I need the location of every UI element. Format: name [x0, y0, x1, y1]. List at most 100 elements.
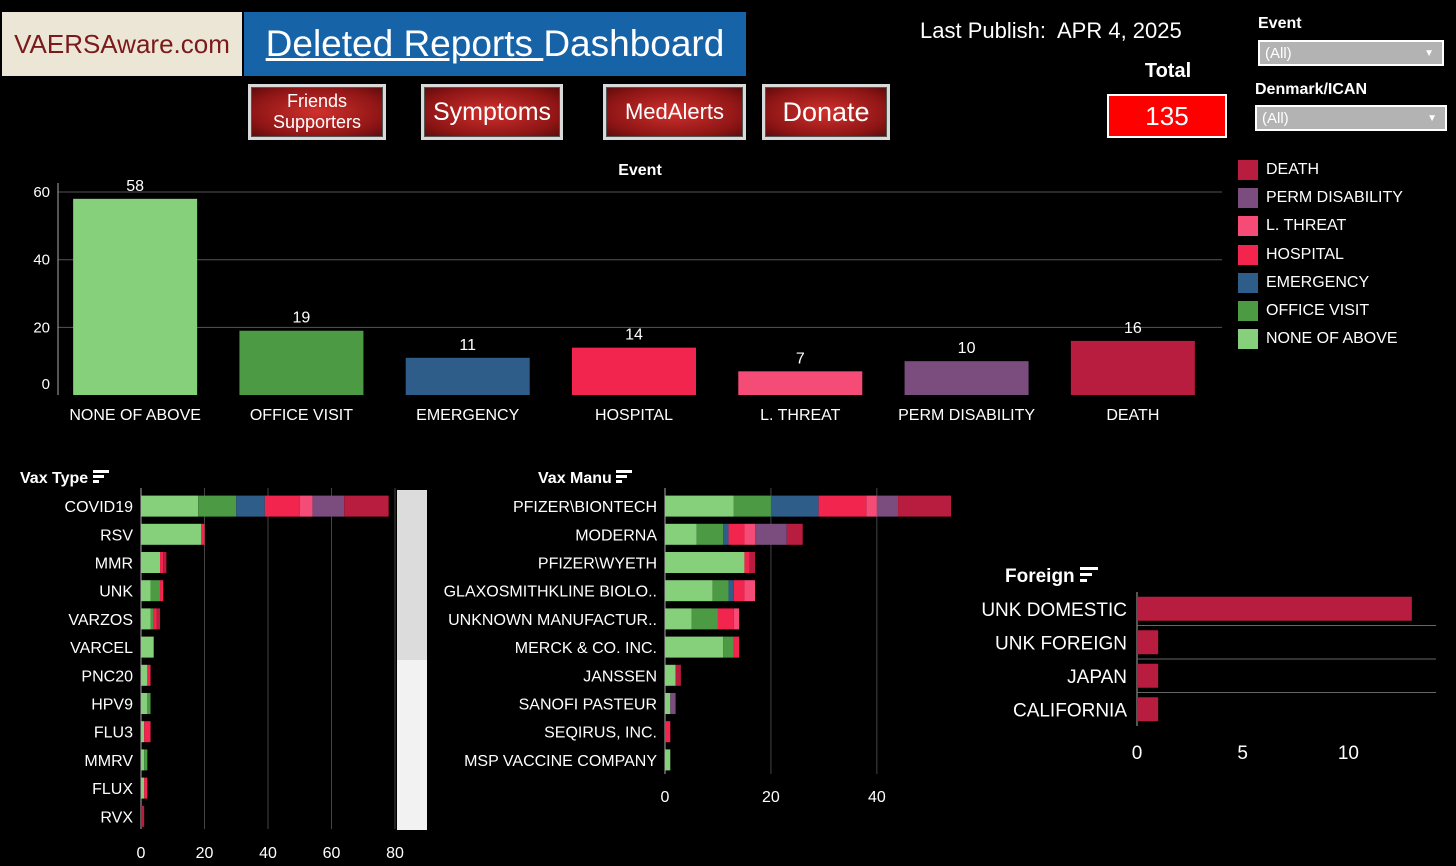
bar-segment-l-threat — [866, 495, 877, 517]
bar-segment-death — [675, 664, 681, 686]
bar-segment-none-of-above — [141, 636, 154, 658]
bar-segment-hospital — [144, 721, 151, 743]
bar-segment-l-threat — [733, 608, 740, 630]
friends-label: Friends — [286, 91, 348, 111]
x-tick-label: 10 — [1338, 743, 1359, 764]
bar-segment-death — [786, 523, 803, 545]
supporters-label: Supporters — [272, 112, 362, 132]
vax-manu-label: Vax Manu — [538, 470, 612, 487]
category-label: VARZOS — [68, 612, 133, 629]
bar-segment-perm-disability — [312, 495, 345, 517]
vax-manu-chart: PFIZER\BIONTECH MODERNA PFIZER\WYETH GLAXOS… — [444, 488, 951, 806]
legend-item-office-visit[interactable]: OFFICE VISIT — [1238, 300, 1369, 322]
legend-item-emergency[interactable]: EMERGENCY — [1238, 272, 1369, 294]
bar-segment-death — [898, 495, 951, 517]
sort-icon[interactable] — [616, 469, 633, 485]
denmark-filter-dropdown[interactable]: (All) ▼ — [1255, 105, 1447, 131]
foreign-label: Foreign — [1005, 566, 1075, 587]
x-tick-label: L. THREAT — [760, 407, 841, 424]
category-label: MMRV — [84, 753, 133, 770]
x-tick-label: NONE OF ABOVE — [69, 407, 201, 424]
legend-item-death[interactable]: DEATH — [1238, 159, 1319, 181]
scrollbar-thumb[interactable] — [397, 490, 427, 660]
bar-segment-office-visit — [150, 580, 161, 602]
denmark-filter-value: (All) — [1262, 109, 1289, 127]
medalerts-button[interactable]: MedAlerts — [603, 84, 746, 140]
bar-segment-perm-disability — [670, 693, 676, 714]
legend-item-hospital[interactable]: HOSPITAL — [1238, 244, 1344, 266]
bar-california — [1137, 697, 1159, 722]
bar-segment-perm-disability — [755, 523, 787, 545]
bar-segment-hospital — [201, 523, 205, 545]
sort-icon[interactable] — [92, 469, 109, 485]
x-tick-label: PERM DISABILITY — [898, 407, 1035, 424]
denmark-filter-label: Denmark/ICAN — [1255, 81, 1368, 98]
bar-segment-emergency — [770, 495, 819, 517]
x-tick-label: 40 — [868, 789, 886, 806]
bar-segment-none-of-above — [141, 693, 148, 714]
legend-label: OFFICE VISIT — [1266, 302, 1370, 319]
x-tick-label: OFFICE VISIT — [250, 407, 353, 424]
category-label: UNK — [99, 584, 133, 601]
x-tick-label: 20 — [196, 845, 214, 862]
event-filter-dropdown[interactable]: (All) ▼ — [1258, 40, 1444, 66]
bar-segment-l-threat — [299, 495, 313, 517]
category-label: MERCK & CO. INC. — [515, 640, 657, 657]
title-rest: Dashboard — [543, 23, 725, 64]
bar-segment-none-of-above — [665, 523, 697, 545]
bar-segment-hospital — [733, 580, 745, 602]
legend-swatch — [1238, 216, 1258, 237]
last-publish: Last Publish: APR 4, 2025 — [920, 18, 1182, 44]
legend-item-none-of-above[interactable]: NONE OF ABOVE — [1238, 328, 1398, 350]
bar-segment-death — [344, 495, 389, 517]
bar-segment-none-of-above — [665, 580, 713, 602]
x-tick-label: 0 — [661, 789, 670, 806]
bar-segment-office-visit — [733, 495, 771, 517]
data-label: 11 — [459, 337, 476, 354]
x-tick-label: 5 — [1237, 743, 1248, 764]
vax-type-chart: COVID19 RSV MMR UNK VARZOS VARCEL PNC20 HPV9 FLU… — [65, 488, 427, 862]
bar-segment-hospital — [818, 495, 867, 517]
bar-segment-none-of-above — [665, 749, 671, 771]
bar-segment-office-visit — [723, 636, 734, 658]
bar-office-visit — [239, 330, 364, 395]
bar-japan — [1137, 663, 1159, 688]
friends-supporters-button[interactable]: Friends Supporters — [248, 84, 386, 140]
last-publish-date: APR 4, 2025 — [1056, 18, 1182, 43]
donate-button[interactable]: Donate — [762, 84, 890, 140]
category-label: SEQIRUS, INC. — [544, 725, 657, 742]
legend-item-l-threat[interactable]: L. THREAT — [1238, 215, 1346, 237]
category-label: COVID19 — [65, 499, 134, 516]
bar-segment-l-threat — [744, 580, 756, 602]
chevron-down-icon: ▼ — [1424, 47, 1434, 59]
legend-item-perm-disability[interactable]: PERM DISABILITY — [1238, 187, 1403, 209]
bar-segment-hospital — [160, 580, 164, 602]
bar-segment-none-of-above — [665, 693, 671, 714]
category-label: UNKNOWN MANUFACTUR.. — [448, 612, 657, 629]
bar-segment-office-visit — [150, 608, 154, 630]
title-underlined-part[interactable]: Deleted Reports — [265, 23, 544, 64]
bar-segment-none-of-above — [141, 495, 199, 517]
data-label: 10 — [958, 340, 976, 357]
bar-segment-none-of-above — [141, 552, 161, 573]
y-tick-label: 20 — [33, 319, 50, 336]
bar-l-threat — [738, 371, 863, 395]
site-logo[interactable]: VAERSAware.com — [2, 12, 242, 76]
bar-segment-hospital — [728, 523, 745, 545]
data-label: 7 — [796, 350, 805, 367]
x-tick-label: DEATH — [1106, 407, 1159, 424]
chevron-down-icon: ▼ — [1427, 112, 1437, 124]
bar-segment-hospital — [733, 636, 740, 658]
y-tick-label: 0 — [42, 376, 50, 393]
legend-label: HOSPITAL — [1266, 245, 1344, 263]
foreign-chart: UNK DOMESTIC UNK FOREIGN JAPAN CALIFORNIA 0 5… — [981, 592, 1436, 764]
sort-icon[interactable] — [1079, 566, 1098, 584]
legend-swatch — [1238, 188, 1258, 209]
bar-segment-office-visit — [712, 580, 729, 602]
medalerts-label: MedAlerts — [624, 99, 725, 124]
foreign-title: Foreign — [1005, 566, 1098, 588]
bar-segment-none-of-above — [141, 721, 145, 743]
symptoms-button[interactable]: Symptoms — [421, 84, 563, 140]
category-label: RSV — [100, 527, 133, 544]
data-label: 16 — [1124, 320, 1142, 337]
